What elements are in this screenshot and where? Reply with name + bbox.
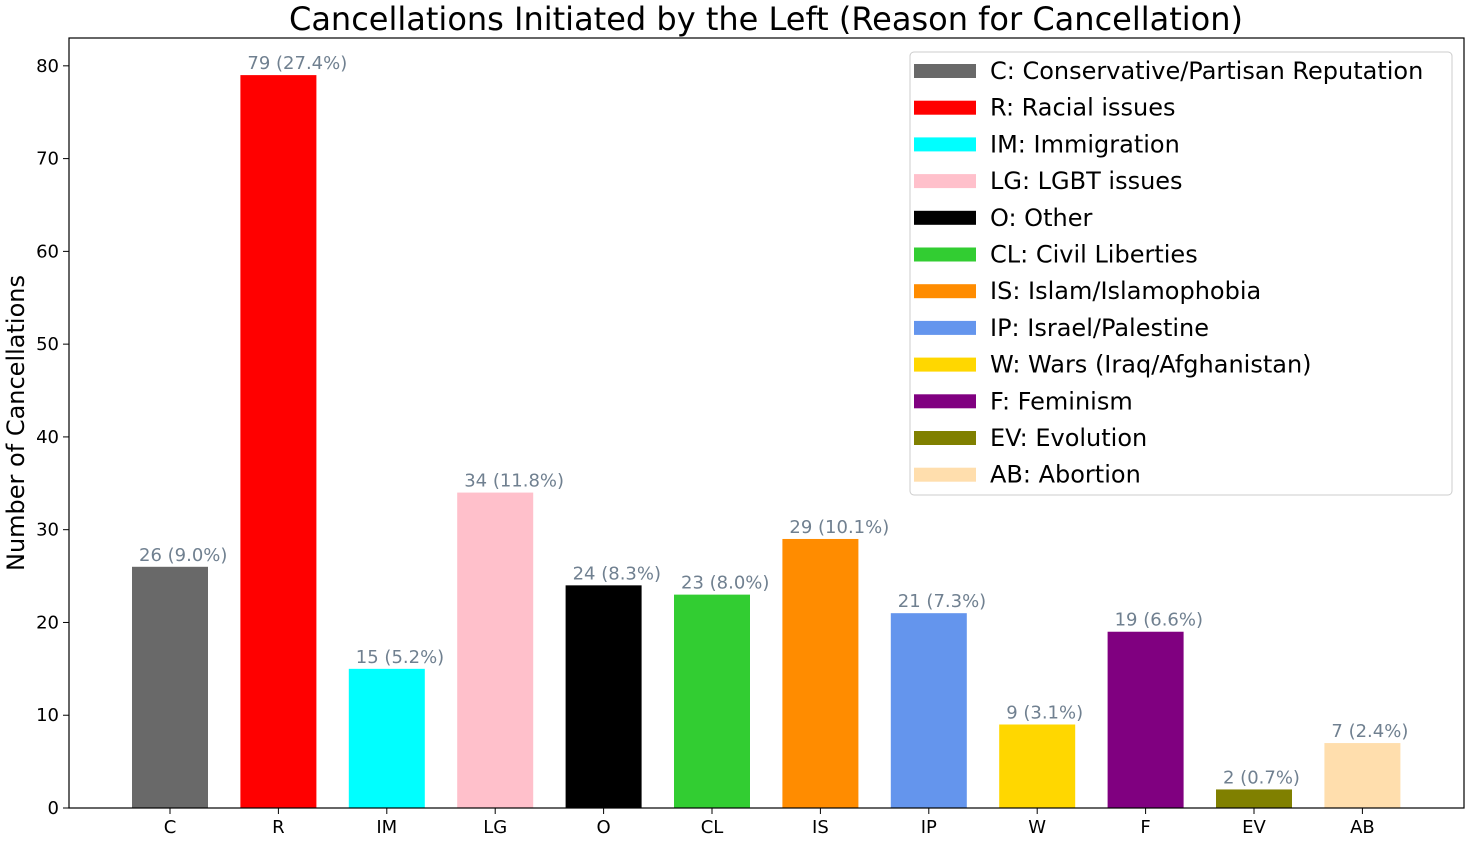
bar-o (565, 585, 642, 808)
bar-label-ab: 7 (2.4%) (1331, 721, 1408, 742)
x-tick-label-ab: AB (1350, 817, 1375, 838)
y-tick-label-0: 0 (48, 798, 59, 819)
bar-label-w: 9 (3.1%) (1006, 703, 1083, 724)
legend-swatch-o (914, 210, 976, 225)
legend-entry-lg: LG: LGBT issues (990, 167, 1183, 195)
y-axis-ticks: 0 10 20 30 40 50 60 70 80 (36, 56, 69, 819)
legend-frame (909, 51, 1453, 496)
y-tick-label-80: 80 (36, 56, 59, 77)
legend-swatch-im (914, 137, 976, 152)
legend-entry-w: W: Wars (Iraq/Afghanistan) (990, 351, 1312, 379)
bar-c (132, 566, 208, 808)
bar-is (782, 538, 859, 808)
y-tick-label-30: 30 (36, 520, 59, 541)
bar-label-o: 24 (8.3%) (573, 563, 661, 584)
bar-label-r: 79 (27.4%) (247, 53, 347, 74)
legend-swatch-f (914, 394, 976, 409)
legend-entry-is: IS: Islam/Islamophobia (990, 277, 1261, 305)
legend-entry-cl: CL: Civil Liberties (990, 241, 1198, 269)
x-tick-label-o: O (597, 817, 611, 838)
bar-label-im: 15 (5.2%) (356, 647, 444, 668)
bar-label-ip: 21 (7.3%) (898, 591, 986, 612)
legend-swatch-ip (914, 320, 976, 335)
bar-label-is: 29 (10.1%) (789, 517, 889, 538)
bar-r (240, 75, 317, 808)
legend-entry-o: O: Other (990, 204, 1092, 232)
y-tick-label-40: 40 (36, 427, 59, 448)
bar-w (999, 724, 1076, 808)
x-tick-label-cl: CL (701, 817, 724, 838)
x-tick-label-f: F (1140, 817, 1150, 838)
bar-label-cl: 23 (8.0%) (681, 573, 769, 594)
legend-entry-ip: IP: Israel/Palestine (990, 314, 1209, 342)
legend-swatch-cl (914, 247, 976, 262)
bar-f (1107, 631, 1184, 808)
legend-swatch-ev (914, 431, 976, 445)
bar-ip (890, 613, 967, 808)
legend-entry-ab: AB: Abortion (990, 461, 1141, 489)
legend: C: Conservative/Partisan Reputation R: Ra… (909, 51, 1453, 496)
x-tick-label-lg: LG (483, 817, 507, 838)
y-axis-label: Number of Cancellations (2, 275, 30, 571)
bar-label-ev: 2 (0.7%) (1223, 767, 1300, 788)
x-axis-ticks: C R IM LG O CL IS IP W F EV AB (164, 808, 1375, 838)
x-tick-label-ip: IP (921, 817, 937, 838)
x-tick-label-c: C (164, 817, 177, 838)
y-tick-label-60: 60 (36, 241, 59, 262)
legend-entry-ev: EV: Evolution (990, 424, 1147, 452)
x-tick-label-w: W (1028, 817, 1046, 838)
y-tick-label-50: 50 (36, 334, 59, 355)
bar-ab (1324, 743, 1401, 808)
bar-labels-group: 26 (9.0%) 79 (27.4%) 15 (5.2%) 34 (11.8%) 24… (139, 53, 1408, 788)
legend-swatch-is (914, 284, 976, 299)
y-tick-label-20: 20 (36, 612, 59, 633)
bar-label-f: 19 (6.6%) (1115, 610, 1203, 631)
legend-entry-r: R: Racial issues (990, 94, 1176, 122)
legend-entry-f: F: Feminism (990, 387, 1133, 415)
bar-lg (457, 492, 534, 808)
legend-swatch-lg (914, 174, 976, 189)
x-tick-label-ev: EV (1242, 817, 1266, 838)
chart-title: Cancellations Initiated by the Left (Rea… (289, 0, 1243, 38)
y-tick-label-70: 70 (36, 149, 59, 170)
legend-swatch-w (914, 357, 976, 372)
bar-im (348, 668, 425, 808)
bar-ev (1216, 789, 1292, 808)
x-tick-label-is: IS (812, 817, 829, 838)
x-tick-label-im: IM (376, 817, 397, 838)
legend-swatch-ab (914, 467, 976, 482)
legend-entry-im: IM: Immigration (990, 130, 1180, 158)
legend-swatch-c (914, 64, 976, 78)
bar-cl (674, 594, 750, 808)
legend-swatch-r (914, 100, 976, 115)
y-tick-label-10: 10 (36, 705, 59, 726)
legend-entry-c: C: Conservative/Partisan Reputation (990, 57, 1423, 85)
plot-area-frame (68, 37, 1465, 809)
bar-label-c: 26 (9.0%) (139, 545, 227, 566)
bars-group (132, 75, 1401, 808)
x-tick-label-r: R (272, 817, 285, 838)
bar-label-lg: 34 (11.8%) (464, 471, 564, 492)
